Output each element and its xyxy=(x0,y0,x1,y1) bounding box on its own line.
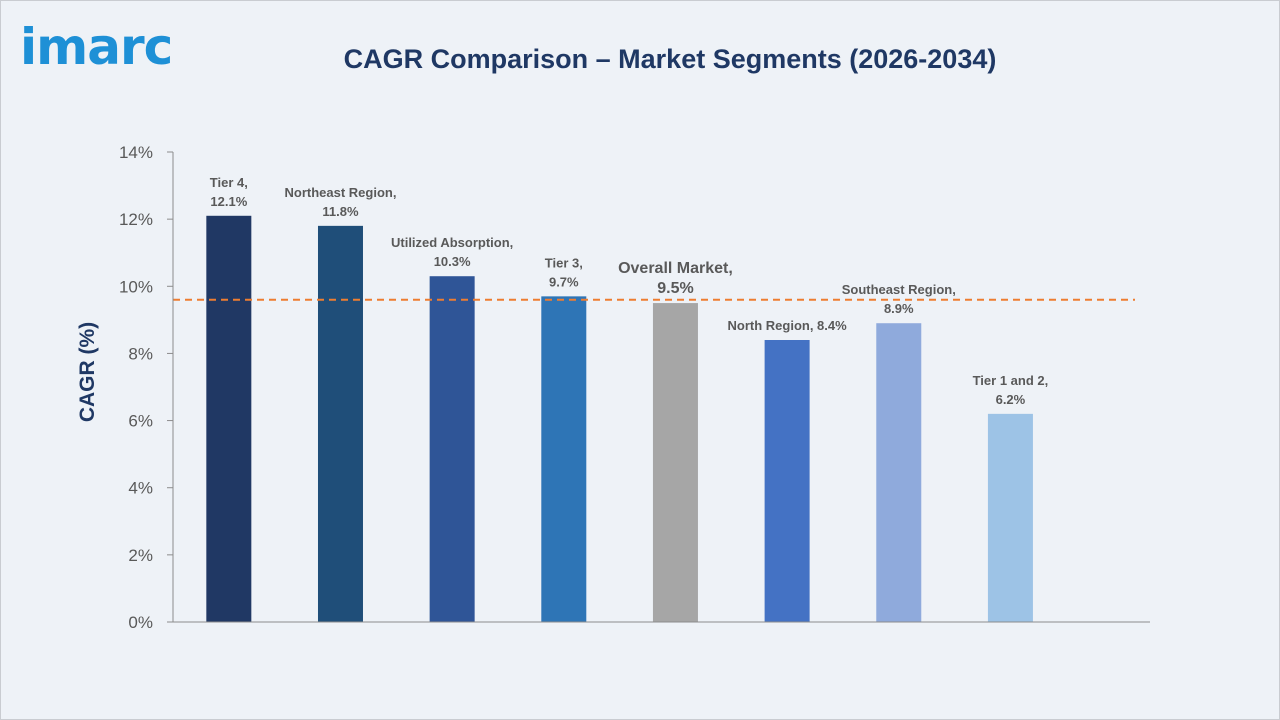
data-label: 9.5% xyxy=(657,280,693,297)
data-label: Northeast Region, xyxy=(285,185,397,200)
bar xyxy=(541,296,587,622)
data-label: 9.7% xyxy=(549,274,579,289)
data-label: Tier 1 and 2, xyxy=(973,373,1049,388)
imarc-logo: imarc xyxy=(20,18,173,76)
bar xyxy=(652,303,698,622)
y-tick-label: 12% xyxy=(119,210,153,229)
y-tick-label: 2% xyxy=(128,546,153,565)
data-label: Overall Market, xyxy=(618,260,733,277)
data-label: 12.1% xyxy=(210,194,247,209)
data-label: North Region, 8.4% xyxy=(728,318,848,333)
y-tick-label: 10% xyxy=(119,277,153,296)
data-label: 11.8% xyxy=(322,204,359,219)
bar xyxy=(317,225,363,622)
y-tick-label: 6% xyxy=(128,412,153,431)
y-tick-label: 4% xyxy=(128,479,153,498)
data-label: Southeast Region, xyxy=(842,282,956,297)
data-label: Utilized Absorption, xyxy=(391,235,513,250)
y-tick-label: 14% xyxy=(119,143,153,162)
data-label: Tier 4, xyxy=(210,175,248,190)
data-label: Tier 3, xyxy=(545,255,583,270)
bar xyxy=(876,323,922,622)
data-label: 6.2% xyxy=(996,392,1026,407)
bar xyxy=(764,340,810,622)
data-label: 10.3% xyxy=(434,254,471,269)
bar xyxy=(206,215,252,623)
y-tick-label: 0% xyxy=(128,613,153,632)
y-tick-label: 8% xyxy=(128,344,153,363)
data-label: 8.9% xyxy=(884,301,914,316)
bar xyxy=(429,276,475,622)
bar xyxy=(987,413,1033,622)
chart-title: CAGR Comparison – Market Segments (2026-… xyxy=(343,44,997,74)
